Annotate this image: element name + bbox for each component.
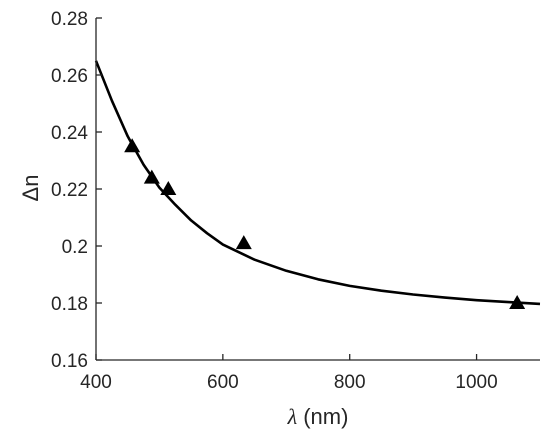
x-axis-label: λ (nm): [287, 404, 349, 429]
y-tick-label: 0.22: [51, 180, 88, 201]
data-point: [509, 295, 526, 309]
plot-area: [94, 60, 541, 309]
y-axis-label: Δn: [18, 175, 43, 202]
x-tick-label: 800: [334, 372, 366, 393]
fit-line: [94, 60, 541, 306]
data-point: [235, 235, 252, 250]
data-point: [160, 181, 177, 195]
y-tick-label: 0.26: [51, 66, 88, 87]
y-tick-label: 0.2: [62, 237, 88, 258]
x-tick-label: 600: [207, 372, 239, 393]
data-point: [143, 169, 160, 184]
y-tick-label: 0.18: [51, 294, 88, 315]
y-tick-label: 0.16: [51, 351, 88, 372]
y-tick-label: 0.28: [51, 9, 88, 30]
x-tick-label: 400: [80, 372, 112, 393]
axes: 0.16 0.18 0.2 0.22 0.24 0.26 0.28 400 600 800 1000: [51, 9, 540, 393]
data-point: [124, 138, 141, 153]
x-tick-label: 1000: [455, 372, 497, 393]
x-axis-label-symbol: λ: [287, 404, 298, 429]
x-axis-label-unit: (nm): [297, 404, 348, 429]
y-tick-label: 0.24: [51, 123, 88, 144]
